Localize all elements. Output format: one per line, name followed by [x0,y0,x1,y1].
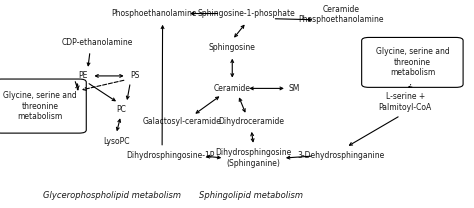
Text: CDP-ethanolamine: CDP-ethanolamine [62,38,133,47]
Text: Galactosyl-ceramide: Galactosyl-ceramide [143,117,222,126]
Text: PE: PE [78,71,88,80]
Text: SM: SM [288,84,300,93]
Text: Ceramide: Ceramide [214,84,251,93]
Text: PC: PC [116,105,126,114]
Text: Sphingosine: Sphingosine [209,43,255,52]
Text: Sphingolipid metabolism: Sphingolipid metabolism [199,191,303,200]
Text: Glycine, serine and
threonine
metabolism: Glycine, serine and threonine metabolism [3,91,77,121]
Text: Phosphoethanolamine: Phosphoethanolamine [111,9,197,18]
Text: Dihydrosphingosine-1P: Dihydrosphingosine-1P [127,151,215,161]
Text: L-serine +
Palmitoyl-CoA: L-serine + Palmitoyl-CoA [379,92,432,112]
Text: Sphingosine-1-phosphate: Sphingosine-1-phosphate [198,9,295,18]
Text: Ceramide
Phosphoethanolamine: Ceramide Phosphoethanolamine [299,5,384,24]
Text: LysoPC: LysoPC [103,137,129,146]
Text: Dihydroceramide: Dihydroceramide [218,117,284,126]
Text: Glycerophospholipid metabolism: Glycerophospholipid metabolism [43,191,181,200]
Text: 3-Dehydrosphinganine: 3-Dehydrosphinganine [298,151,385,161]
FancyBboxPatch shape [362,37,463,87]
Text: Glycine, serine and
threonine
metabolism: Glycine, serine and threonine metabolism [375,47,449,77]
Text: PS: PS [130,71,140,80]
Text: Dihydrosphingosine
(Sphinganine): Dihydrosphingosine (Sphinganine) [216,148,292,168]
FancyBboxPatch shape [0,79,86,133]
